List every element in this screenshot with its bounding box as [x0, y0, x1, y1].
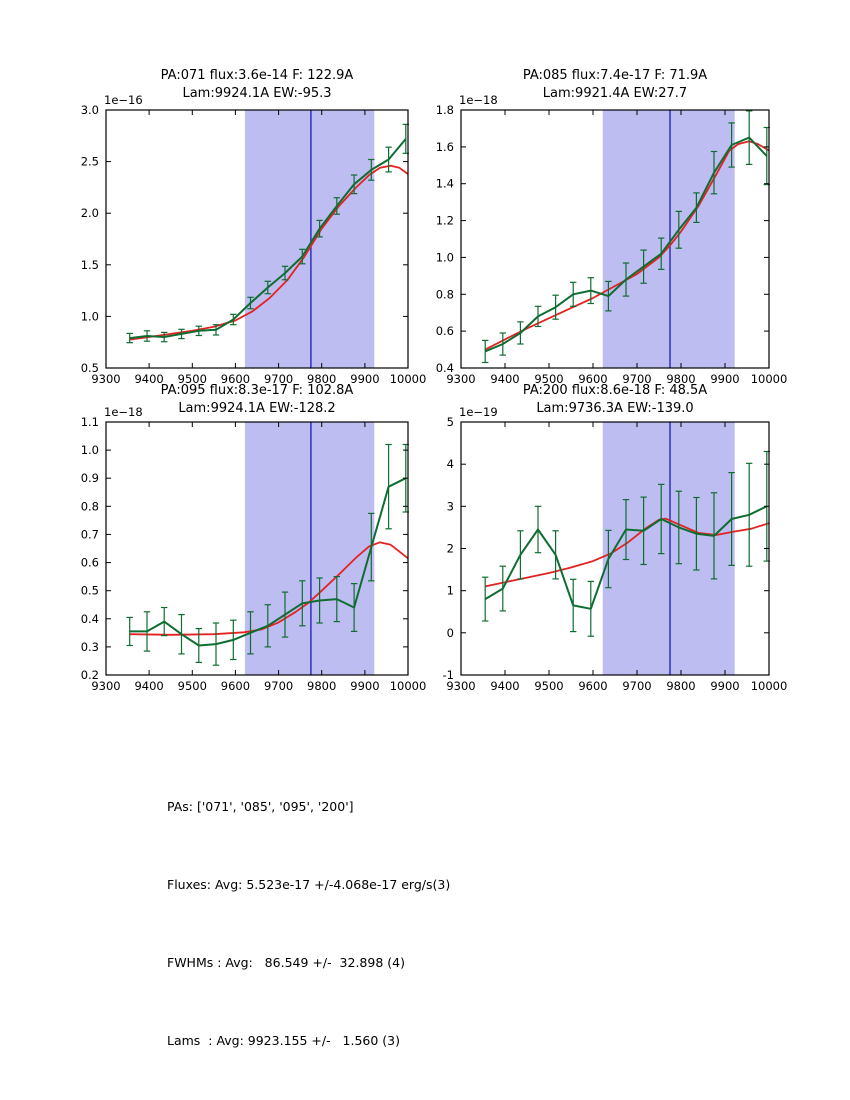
- plot-title-line2: Lam:9924.1A EW:-95.3: [182, 86, 332, 101]
- svg-text:0.6: 0.6: [436, 324, 454, 338]
- svg-text:1.8: 1.8: [436, 103, 454, 117]
- svg-text:9400: 9400: [134, 679, 163, 693]
- svg-text:-1: -1: [443, 668, 454, 682]
- svg-text:9800: 9800: [307, 372, 336, 386]
- svg-text:9300: 9300: [91, 679, 120, 693]
- plot-title-line1: PA:071 flux:3.6e-14 F: 122.9A: [160, 68, 354, 83]
- plot-title-line2: Lam:9924.1A EW:-128.2: [178, 401, 336, 416]
- svg-text:3: 3: [447, 499, 454, 513]
- plot-title-pa-085: PA:085 flux:7.4e-17 F: 71.9A Lam:9921.4A…: [461, 67, 769, 103]
- plot-title-pa-071: PA:071 flux:3.6e-14 F: 122.9A Lam:9924.1…: [106, 67, 408, 103]
- plot-area-pa-071: 9300 9400 9500 9600 9700 9800 9900 10000 0.5 1.0 1…: [81, 103, 427, 386]
- plot-pa-085: PA:085 flux:7.4e-17 F: 71.9A Lam:9921.4A…: [375, 55, 830, 403]
- plot-title-line2: Lam:9736.3A EW:-139.0: [536, 401, 694, 416]
- plot-title-pa-095: PA:095 flux:8.3e-17 F: 102.8A Lam:9924.1…: [106, 382, 408, 418]
- svg-text:0.8: 0.8: [436, 287, 454, 301]
- svg-text:10000: 10000: [390, 372, 427, 386]
- plot-area-pa-095: 9300 9400 9500 9600 9700 9800 9900 10000 0.2 0.3 0…: [81, 415, 427, 693]
- svg-text:9300: 9300: [91, 372, 120, 386]
- svg-text:9900: 9900: [350, 372, 379, 386]
- svg-text:9900: 9900: [710, 372, 739, 386]
- svg-text:9700: 9700: [622, 679, 651, 693]
- svg-text:1.0: 1.0: [81, 309, 99, 323]
- svg-text:1.4: 1.4: [436, 177, 454, 191]
- plot-pa-071: PA:071 flux:3.6e-14 F: 122.9A Lam:9924.1…: [20, 55, 475, 403]
- svg-text:9400: 9400: [490, 372, 519, 386]
- svg-text:9300: 9300: [446, 679, 475, 693]
- svg-text:9500: 9500: [178, 679, 207, 693]
- svg-text:0.5: 0.5: [81, 584, 99, 598]
- svg-text:1.1: 1.1: [81, 415, 99, 429]
- svg-text:9900: 9900: [350, 679, 379, 693]
- svg-text:9400: 9400: [490, 679, 519, 693]
- svg-text:9500: 9500: [534, 372, 563, 386]
- svg-text:9500: 9500: [534, 679, 563, 693]
- svg-text:2.5: 2.5: [81, 155, 99, 169]
- plot-title-line2: Lam:9921.4A EW:27.7: [542, 86, 688, 101]
- svg-text:3.0: 3.0: [81, 103, 99, 117]
- svg-text:9800: 9800: [666, 372, 695, 386]
- svg-text:0.7: 0.7: [81, 527, 99, 541]
- svg-text:9700: 9700: [264, 679, 293, 693]
- svg-text:9400: 9400: [134, 372, 163, 386]
- svg-text:9600: 9600: [221, 679, 250, 693]
- svg-text:9600: 9600: [578, 679, 607, 693]
- svg-text:1: 1: [447, 584, 454, 598]
- svg-text:10000: 10000: [390, 679, 427, 693]
- svg-text:9700: 9700: [622, 372, 651, 386]
- svg-text:0.8: 0.8: [81, 499, 99, 513]
- svg-text:0.5: 0.5: [81, 361, 99, 375]
- stats-line-lams: Lams : Avg: 9923.155 +/- 1.560 (3): [167, 1033, 400, 1048]
- svg-text:9600: 9600: [578, 372, 607, 386]
- plot-title-line1: PA:200 flux:8.6e-18 F: 48.5A: [522, 383, 708, 398]
- svg-text:9800: 9800: [307, 679, 336, 693]
- svg-text:9700: 9700: [264, 372, 293, 386]
- svg-text:0.6: 0.6: [81, 556, 99, 570]
- plot-title-line1: PA:095 flux:8.3e-17 F: 102.8A: [160, 383, 354, 398]
- svg-text:9900: 9900: [710, 679, 739, 693]
- svg-text:5: 5: [447, 415, 454, 429]
- svg-text:0: 0: [447, 626, 454, 640]
- plot-title-pa-200: PA:200 flux:8.6e-18 F: 48.5A Lam:9736.3A…: [461, 382, 769, 418]
- svg-text:10000: 10000: [751, 679, 788, 693]
- svg-text:9600: 9600: [221, 372, 250, 386]
- svg-text:1.6: 1.6: [436, 140, 454, 154]
- svg-text:2: 2: [447, 542, 454, 556]
- svg-text:1.0: 1.0: [81, 443, 99, 457]
- svg-text:9800: 9800: [666, 679, 695, 693]
- stats-line-fluxes: Fluxes: Avg: 5.523e-17 +/-4.068e-17 erg/…: [167, 877, 451, 892]
- y-axis-offset-label: 1e−19: [459, 405, 498, 419]
- svg-text:1.2: 1.2: [436, 214, 454, 228]
- svg-text:0.4: 0.4: [436, 361, 454, 375]
- y-axis-offset-label: 1e−16: [104, 93, 143, 107]
- y-axis-offset-label: 1e−18: [104, 405, 143, 419]
- svg-text:9300: 9300: [446, 372, 475, 386]
- plot-pa-095: PA:095 flux:8.3e-17 F: 102.8A Lam:9924.1…: [20, 367, 475, 715]
- plot-pa-200: PA:200 flux:8.6e-18 F: 48.5A Lam:9736.3A…: [375, 367, 830, 715]
- svg-text:1.0: 1.0: [436, 250, 454, 264]
- stats-line-fwhms: FWHMs : Avg: 86.549 +/- 32.898 (4): [167, 955, 405, 970]
- plot-area-pa-200: 9300 9400 9500 9600 9700 9800 9900 10000 -1 0 1 2 3 4…: [443, 415, 788, 693]
- svg-text:9500: 9500: [178, 372, 207, 386]
- stats-block: PAs: ['071', '085', '095', '200'] Fluxes…: [167, 742, 450, 1100]
- stats-line-pas: PAs: ['071', '085', '095', '200']: [167, 799, 354, 814]
- svg-text:4: 4: [447, 457, 454, 471]
- svg-text:2.0: 2.0: [81, 206, 99, 220]
- plot-area-pa-085: 9300 9400 9500 9600 9700 9800 9900 10000 0.4 0.6 0…: [436, 103, 788, 386]
- svg-text:10000: 10000: [751, 372, 788, 386]
- svg-text:0.3: 0.3: [81, 640, 99, 654]
- svg-text:1.5: 1.5: [81, 258, 99, 272]
- svg-text:0.9: 0.9: [81, 471, 99, 485]
- svg-text:0.4: 0.4: [81, 612, 99, 626]
- svg-text:0.2: 0.2: [81, 668, 99, 682]
- plot-title-line1: PA:085 flux:7.4e-17 F: 71.9A: [522, 68, 708, 83]
- y-axis-offset-label: 1e−18: [459, 93, 498, 107]
